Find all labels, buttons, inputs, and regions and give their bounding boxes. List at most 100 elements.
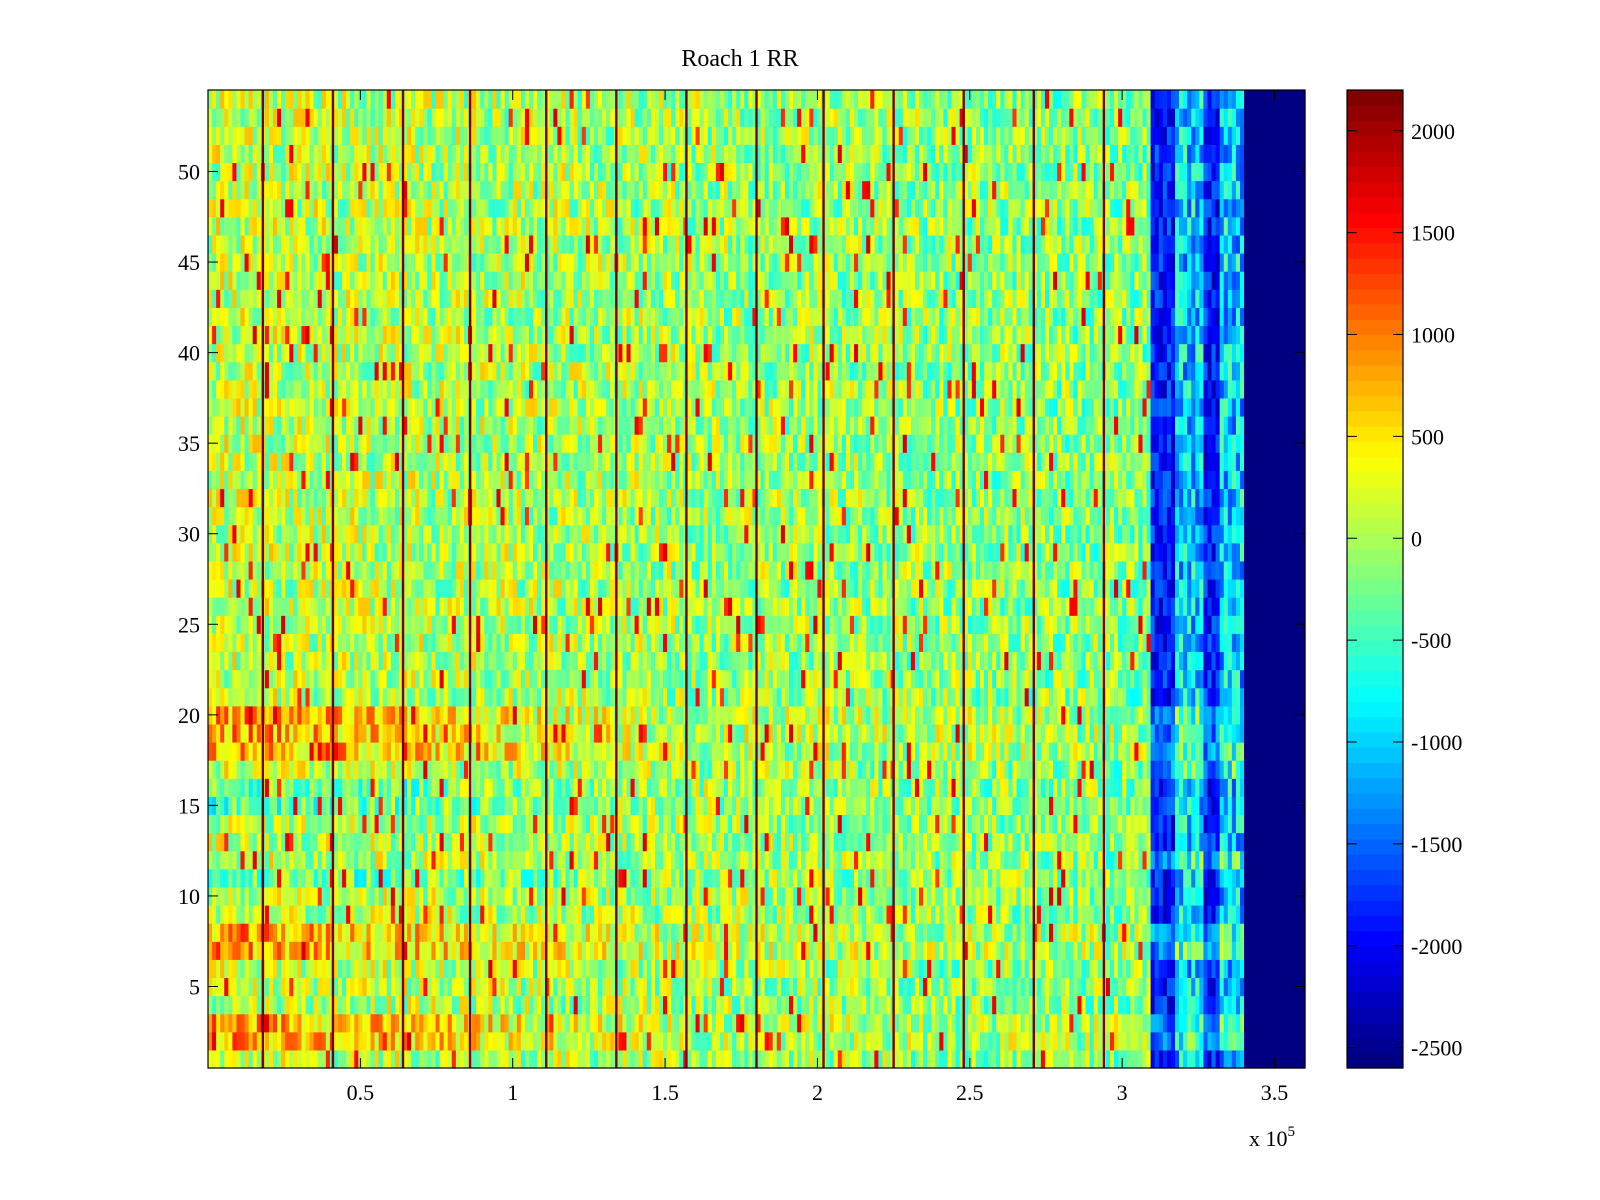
heatmap-cell — [480, 1049, 485, 1069]
heatmap-cell — [1114, 832, 1119, 852]
heatmap-cell — [256, 850, 262, 870]
heatmap-cell — [1292, 850, 1298, 870]
heatmap-cell — [695, 886, 701, 906]
heatmap-cell — [1000, 760, 1005, 779]
heatmap-cell — [333, 923, 339, 942]
heatmap-cell — [273, 923, 278, 942]
heatmap-cell — [979, 796, 985, 816]
heatmap-cell — [675, 868, 680, 888]
heatmap-cell — [1166, 868, 1172, 888]
heatmap-cell — [1020, 742, 1026, 761]
heatmap-cell — [1223, 832, 1229, 852]
heatmap-cell — [1248, 868, 1253, 888]
heatmap-cell — [1028, 868, 1034, 888]
heatmap-cell — [236, 850, 242, 870]
heatmap-cell — [516, 832, 522, 852]
heatmap-cell — [626, 778, 632, 797]
heatmap-cell — [813, 814, 819, 834]
heatmap-cell — [923, 778, 928, 797]
heatmap-cell — [1162, 995, 1168, 1015]
heatmap-cell — [622, 742, 628, 761]
heatmap-cell — [695, 723, 701, 743]
heatmap-cell — [1044, 760, 1050, 779]
heatmap-cell — [967, 923, 973, 942]
heatmap-cell — [675, 850, 680, 870]
heatmap-cell — [833, 923, 839, 942]
heatmap-cell — [703, 760, 709, 779]
heatmap-cell — [1187, 760, 1192, 779]
heatmap-cell — [533, 1049, 538, 1069]
heatmap-cell — [508, 778, 514, 797]
heatmap-cell — [634, 1013, 640, 1033]
heatmap-cell — [403, 1049, 408, 1069]
heatmap-cell — [1036, 905, 1042, 924]
heatmap-cell — [886, 1013, 892, 1033]
heatmap-cell — [1292, 923, 1298, 942]
heatmap-cell — [240, 886, 246, 906]
heatmap-cell — [728, 778, 733, 797]
heatmap-cell — [776, 868, 782, 888]
heatmap-cell — [1126, 923, 1131, 942]
heatmap-cell — [1122, 905, 1127, 924]
heatmap-cell — [500, 977, 506, 997]
heatmap-cell — [784, 850, 790, 870]
heatmap-cell — [516, 760, 522, 779]
heatmap-cell — [642, 760, 648, 779]
heatmap-cell — [1227, 1031, 1233, 1051]
heatmap-cell — [236, 814, 242, 834]
heatmap-cell — [1061, 1013, 1066, 1033]
heatmap-cell — [606, 886, 611, 906]
heatmap-cell — [549, 1013, 554, 1033]
heatmap-cell — [914, 923, 920, 942]
heatmap-cell — [1122, 796, 1127, 816]
heatmap-cell — [492, 886, 498, 906]
heatmap-cell — [305, 959, 311, 979]
heatmap-cell — [764, 814, 770, 834]
heatmap-cell — [1146, 868, 1152, 888]
heatmap-cell — [630, 995, 636, 1015]
heatmap-cell — [1049, 868, 1054, 888]
heatmap-cell — [317, 941, 323, 960]
heatmap-cell — [1085, 814, 1091, 834]
heatmap-cell — [484, 814, 489, 834]
heatmap-cell — [805, 832, 810, 852]
heatmap-cell — [984, 760, 989, 779]
heatmap-cell — [752, 868, 758, 888]
heatmap-cell — [569, 850, 575, 870]
heatmap-cell — [772, 832, 778, 852]
heatmap-cell — [1032, 1049, 1038, 1069]
heatmap-cell — [212, 814, 217, 834]
heatmap-cell — [419, 886, 424, 906]
heatmap-cell — [634, 796, 640, 816]
heatmap-cell — [646, 742, 652, 761]
heatmap-cell — [841, 905, 847, 924]
heatmap-cell — [338, 850, 343, 870]
heatmap-cell — [1219, 1031, 1225, 1051]
heatmap-cell — [1134, 905, 1140, 924]
heatmap-cell — [1004, 850, 1009, 870]
heatmap-cell — [833, 905, 839, 924]
heatmap-cell — [793, 886, 798, 906]
heatmap-cell — [1179, 977, 1184, 997]
heatmap-cell — [309, 1013, 315, 1033]
heatmap-cell — [671, 850, 676, 870]
heatmap-cell — [398, 977, 404, 997]
heatmap-cell — [524, 832, 530, 852]
heatmap-cell — [914, 941, 920, 960]
heatmap-cell — [1264, 760, 1270, 779]
heatmap-cell — [1191, 850, 1196, 870]
heatmap-cell — [528, 1013, 534, 1033]
heatmap-cell — [366, 941, 372, 960]
heatmap-cell — [1012, 886, 1018, 906]
heatmap-cell — [866, 1031, 871, 1051]
heatmap-cell — [793, 814, 798, 834]
heatmap-cell — [1109, 923, 1115, 942]
heatmap-cell — [910, 814, 916, 834]
heatmap-cell — [724, 742, 729, 761]
heatmap-cell — [386, 941, 392, 960]
heatmap-cell — [699, 923, 705, 942]
heatmap-cell — [569, 1013, 575, 1033]
heatmap-cell — [398, 868, 404, 888]
heatmap-cell — [374, 1049, 380, 1069]
heatmap-cell — [439, 959, 445, 979]
